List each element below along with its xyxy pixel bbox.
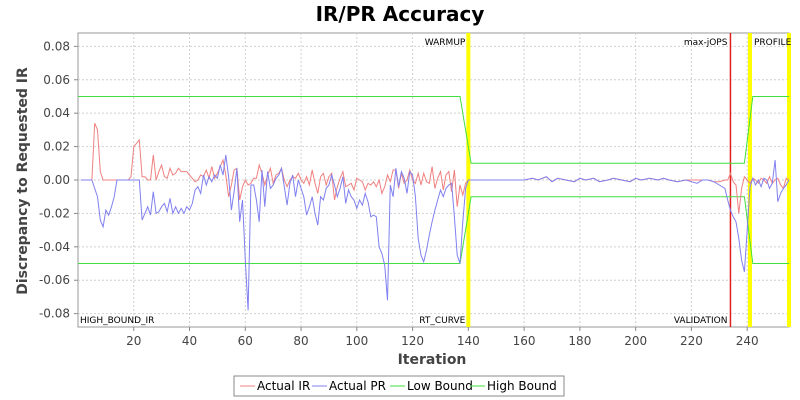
x-axis-ticks: 20 40 60 80 100 120 140 160 180 200 220 240 <box>126 327 759 348</box>
y-tick-label-3: 0.02 <box>43 140 70 154</box>
chart-title: IR/PR Accuracy <box>316 2 485 26</box>
x-tick-label-10: 220 <box>680 334 703 348</box>
x-tick-label-4: 100 <box>345 334 368 348</box>
x-tick-label-0: 20 <box>126 334 141 348</box>
series-lines <box>78 96 790 311</box>
legend-label-2: Low Bound <box>407 379 473 393</box>
y-tick-label-5: -0.02 <box>39 206 70 220</box>
y-tick-label-6: -0.04 <box>39 240 70 254</box>
x-tick-label-2: 60 <box>238 334 253 348</box>
marker-top-label-2: PROFILE <box>754 38 792 48</box>
legend: Actual IR Actual PR Low Bound High Bound <box>233 375 565 397</box>
x-tick-label-7: 160 <box>513 334 536 348</box>
x-tick-label-9: 200 <box>624 334 647 348</box>
x-tick-label-3: 80 <box>293 334 308 348</box>
x-tick-label-1: 40 <box>182 334 197 348</box>
marker-band-2 <box>747 33 752 327</box>
y-tick-label-8: -0.08 <box>39 307 70 321</box>
y-tick-label-0: 0.08 <box>43 39 70 53</box>
series-line-actual-pr <box>80 154 790 311</box>
series-line-low-bound <box>78 196 789 264</box>
grid-lines <box>78 33 789 327</box>
marker-bottom-label-1: VALIDATION <box>674 316 728 326</box>
corner-label: HIGH_BOUND_IR <box>80 316 154 326</box>
legend-label-1: Actual PR <box>329 379 386 393</box>
x-tick-label-5: 120 <box>401 334 424 348</box>
x-tick-label-11: 240 <box>736 334 759 348</box>
y-axis-ticks: 0.08 0.06 0.04 0.02 0.00 -0.02 -0.04 -0.06 -0.08 <box>39 39 78 321</box>
y-tick-label-4: 0.00 <box>43 173 70 187</box>
series-line-high-bound <box>78 96 789 164</box>
x-tick-label-6: 140 <box>457 334 480 348</box>
marker-top-label-1: max-jOPS <box>684 38 728 48</box>
x-axis-label: Iteration <box>398 352 467 368</box>
marker-top-label-0: WARMUP <box>425 38 466 48</box>
legend-label-0: Actual IR <box>257 379 310 393</box>
marker-bottom-label-0: RT_CURVE <box>419 316 465 326</box>
y-tick-label-7: -0.06 <box>39 273 70 287</box>
y-tick-label-1: 0.06 <box>43 73 70 87</box>
y-tick-label-2: 0.04 <box>43 106 70 120</box>
x-tick-label-8: 180 <box>568 334 591 348</box>
marker-labels: WARMUP RT_CURVE max-jOPS VALIDATION PROFILE H… <box>80 38 792 326</box>
y-axis-label: Discrepancy to Requested IR <box>15 67 31 295</box>
legend-label-3: High Bound <box>487 379 557 393</box>
